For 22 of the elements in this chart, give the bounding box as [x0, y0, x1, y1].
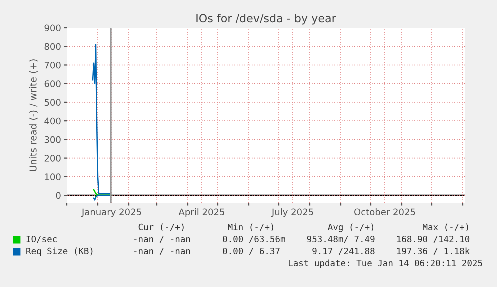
- text: -nan / -nan 0.00 /63.56m 953.48m/ 7.49 168.90 /142.10: [134, 236, 470, 244]
- x-tick-label: July 2025: [271, 208, 314, 218]
- y-axis-title: Units read (-) / write (+): [30, 60, 38, 172]
- text: Last update: Tue Jan 14 06:20:11 2025: [289, 260, 482, 268]
- y-tick-label: 0: [56, 192, 61, 200]
- y-tick-label: 600: [44, 80, 61, 88]
- y-tick-label: 400: [44, 118, 61, 125]
- y-tick-label: 700: [44, 62, 61, 69]
- x-tick-label: October 2025: [354, 208, 416, 216]
- legend-label: IO/sec: [26, 236, 57, 244]
- text: -nan / -nan 0.00 / 6.37 9.17 /241.88 197.36 / 1.18k: [134, 248, 470, 256]
- y-tick-label: 300: [44, 136, 61, 144]
- legend-label: Req Size (KB): [26, 248, 93, 256]
- y-tick-label: 500: [44, 99, 61, 106]
- y-tick-label: 900: [44, 24, 61, 32]
- y-tick-label: 200: [44, 155, 61, 162]
- text: Cur (-/+) Min (-/+) Avg (-/+) Max (-/+): [138, 224, 468, 232]
- x-tick-label: April 2025: [178, 208, 224, 218]
- y-tick-label: 800: [44, 43, 61, 50]
- y-tick-label: 100: [45, 174, 61, 180]
- chart-title: IOs for /dev/sda - by year: [196, 14, 336, 25]
- x-tick-label: January 2025: [82, 208, 142, 218]
